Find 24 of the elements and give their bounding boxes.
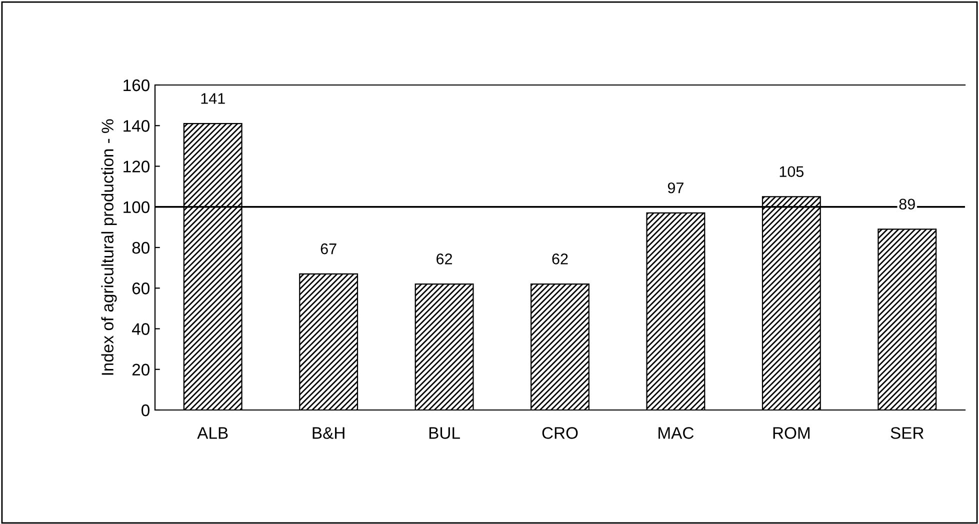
x-tick-label: CRO: [542, 427, 578, 439]
data-label: 105: [780, 166, 804, 178]
x-tick-label: B&H: [312, 427, 344, 439]
y-tick-label: 100: [124, 201, 150, 214]
data-label: 62: [436, 254, 452, 264]
y-tick-label: 20: [132, 364, 150, 376]
x-tick-label: BUL: [429, 427, 460, 439]
x-tick-label: SER: [890, 427, 924, 439]
y-axis-title: Index of agricultural production - %: [101, 119, 117, 375]
y-tick-label: 0: [142, 404, 150, 416]
y-tick-label: 60: [132, 282, 150, 294]
x-tick-label: ALB: [197, 427, 228, 439]
data-label: 89: [899, 198, 915, 210]
y-tick-label: 160: [124, 79, 150, 92]
y-tick-label: 120: [124, 160, 150, 172]
y-tick-label: 140: [124, 120, 150, 132]
x-tick-label: ROM: [773, 427, 810, 439]
data-label: 67: [320, 243, 336, 254]
data-label: 62: [552, 254, 568, 264]
y-tick-label: 80: [132, 242, 150, 254]
x-tick-label: MAC: [658, 427, 694, 439]
data-label: 141: [201, 93, 225, 104]
y-tick-label: 40: [132, 323, 150, 335]
data-label: 97: [668, 182, 684, 194]
